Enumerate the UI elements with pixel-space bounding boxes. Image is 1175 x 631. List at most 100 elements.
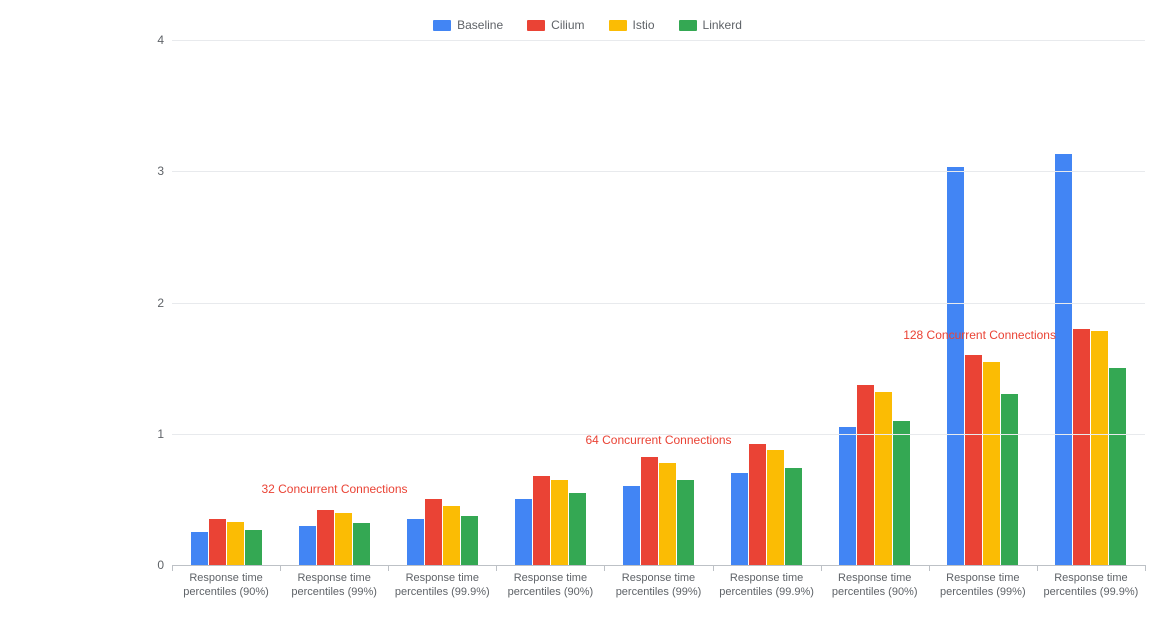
x-tick-label: Response timepercentiles (99%)	[928, 571, 1038, 600]
x-tick-label-line: Response time	[171, 571, 281, 585]
bar-istio	[767, 450, 784, 566]
x-tick-label-line: percentiles (90%)	[171, 585, 281, 599]
bar-linkerd	[785, 468, 802, 565]
bar-istio	[551, 480, 568, 565]
bar-istio	[1091, 331, 1108, 565]
bar-baseline	[731, 473, 748, 565]
bar-istio	[659, 463, 676, 565]
bar-linkerd	[461, 516, 478, 565]
x-tick-label: Response timepercentiles (99%)	[279, 571, 389, 600]
bar-baseline	[1055, 154, 1072, 565]
chart-container: Baseline Cilium Istio Linkerd Response time…	[0, 0, 1175, 631]
y-tick-label: 4	[157, 33, 164, 47]
y-tick-label: 1	[157, 427, 164, 441]
legend-label: Cilium	[551, 18, 584, 32]
x-tick-label-line: percentiles (99.9%)	[1036, 585, 1146, 599]
x-tick-mark	[1037, 565, 1038, 571]
legend-label: Baseline	[457, 18, 503, 32]
y-tick-label: 2	[157, 296, 164, 310]
bar-baseline	[515, 499, 532, 565]
annotation: 128 Concurrent Connections	[903, 328, 1056, 342]
legend-item: Linkerd	[679, 18, 742, 32]
bar-linkerd	[677, 480, 694, 565]
x-tick-mark	[604, 565, 605, 571]
x-tick-label-line: Response time	[928, 571, 1038, 585]
gridline	[172, 171, 1145, 172]
bar-cilium	[209, 519, 226, 565]
bar-linkerd	[569, 493, 586, 565]
bar-linkerd	[353, 523, 370, 565]
y-tick-label: 0	[157, 558, 164, 572]
legend-swatch	[609, 20, 627, 31]
x-tick-label-line: Response time	[712, 571, 822, 585]
bar-linkerd	[245, 530, 262, 565]
legend-label: Istio	[633, 18, 655, 32]
bar-istio	[335, 513, 352, 566]
x-tick-label: Response timepercentiles (90%)	[820, 571, 930, 600]
bar-istio	[875, 392, 892, 565]
x-tick-label-line: percentiles (99.9%)	[712, 585, 822, 599]
bar-linkerd	[893, 421, 910, 565]
legend-swatch	[527, 20, 545, 31]
bar-cilium	[1073, 329, 1090, 565]
legend-item: Baseline	[433, 18, 503, 32]
y-tick-label: 3	[157, 164, 164, 178]
bar-linkerd	[1109, 368, 1126, 565]
x-tick-label-line: percentiles (99.9%)	[387, 585, 497, 599]
x-tick-mark	[172, 565, 173, 571]
bar-istio	[983, 362, 1000, 565]
x-tick-mark	[713, 565, 714, 571]
bar-cilium	[857, 385, 874, 565]
x-tick-label-line: percentiles (99%)	[603, 585, 713, 599]
x-tick-label-line: percentiles (99%)	[928, 585, 1038, 599]
legend-label: Linkerd	[703, 18, 742, 32]
bar-cilium	[965, 355, 982, 565]
x-tick-mark	[388, 565, 389, 571]
x-tick-mark	[1145, 565, 1146, 571]
x-tick-label: Response timepercentiles (90%)	[171, 571, 281, 600]
x-tick-label-line: Response time	[495, 571, 605, 585]
annotation: 32 Concurrent Connections	[261, 482, 407, 496]
x-tick-mark	[280, 565, 281, 571]
x-tick-label: Response timepercentiles (99.9%)	[387, 571, 497, 600]
x-tick-label-line: Response time	[1036, 571, 1146, 585]
bar-baseline	[407, 519, 424, 565]
x-tick-label: Response timepercentiles (99.9%)	[1036, 571, 1146, 600]
x-tick-label: Response timepercentiles (99%)	[603, 571, 713, 600]
x-tick-mark	[496, 565, 497, 571]
legend-swatch	[433, 20, 451, 31]
bar-istio	[227, 522, 244, 565]
x-tick-label-line: Response time	[387, 571, 497, 585]
bar-baseline	[299, 526, 316, 565]
bar-istio	[443, 506, 460, 565]
bar-baseline	[191, 532, 208, 565]
legend-item: Istio	[609, 18, 655, 32]
bar-linkerd	[1001, 394, 1018, 565]
legend: Baseline Cilium Istio Linkerd	[20, 10, 1155, 40]
x-axis-line	[172, 565, 1145, 566]
bar-baseline	[623, 486, 640, 565]
bar-baseline	[839, 427, 856, 565]
plot-area: Response timepercentiles (90%)Response t…	[172, 40, 1145, 565]
x-tick-label: Response timepercentiles (99.9%)	[712, 571, 822, 600]
x-tick-mark	[821, 565, 822, 571]
x-tick-label-line: percentiles (90%)	[820, 585, 930, 599]
x-tick-label: Response timepercentiles (90%)	[495, 571, 605, 600]
annotation: 64 Concurrent Connections	[585, 433, 731, 447]
bar-cilium	[641, 457, 658, 565]
bar-baseline	[947, 167, 964, 565]
legend-item: Cilium	[527, 18, 584, 32]
legend-swatch	[679, 20, 697, 31]
gridline	[172, 40, 1145, 41]
bar-cilium	[425, 499, 442, 565]
bar-cilium	[749, 444, 766, 565]
bar-cilium	[533, 476, 550, 565]
bar-cilium	[317, 510, 334, 565]
x-tick-label-line: Response time	[279, 571, 389, 585]
x-tick-label-line: Response time	[603, 571, 713, 585]
x-tick-mark	[929, 565, 930, 571]
x-tick-label-line: Response time	[820, 571, 930, 585]
x-tick-label-line: percentiles (90%)	[495, 585, 605, 599]
x-tick-label-line: percentiles (99%)	[279, 585, 389, 599]
gridline	[172, 303, 1145, 304]
